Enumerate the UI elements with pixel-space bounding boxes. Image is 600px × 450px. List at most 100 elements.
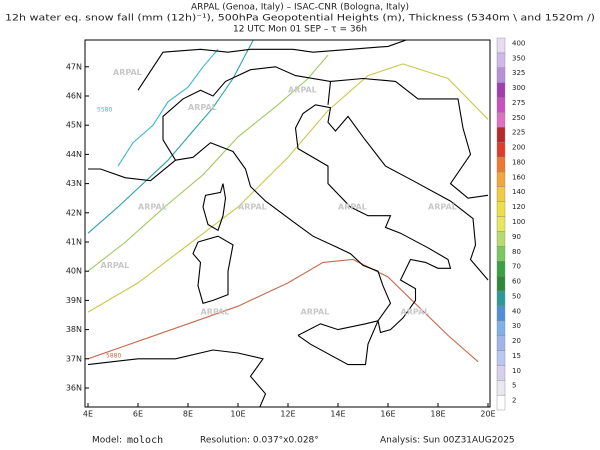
colorbar-label: 2 <box>512 397 516 405</box>
colorbar-label: 325 <box>512 69 525 77</box>
footer-text: Model: <box>92 436 122 446</box>
colorbar-label: 275 <box>512 99 525 107</box>
colorbar-swatch <box>496 141 506 158</box>
watermark: ARPAL <box>428 202 457 211</box>
lat-label: 42N <box>66 208 82 217</box>
lat-label: 39N <box>66 296 82 305</box>
contour-label: 5880 <box>106 353 121 360</box>
colorbar-label: 180 <box>512 158 525 166</box>
footer-model: moloch <box>127 435 163 446</box>
watermark: ARPAL <box>201 308 230 317</box>
watermark: ARPAL <box>338 202 367 211</box>
colorbar-label: 90 <box>512 233 521 241</box>
colorbar-swatch <box>496 394 506 411</box>
lon-label: 4E <box>83 410 93 419</box>
coastline <box>192 235 234 304</box>
lat-label: 44N <box>66 150 82 159</box>
lat-label: 43N <box>66 179 82 188</box>
colorbar-swatch <box>496 127 506 143</box>
watermark: ARPAL <box>188 103 217 112</box>
colorbar-swatch <box>496 261 506 277</box>
colorbar-label: 300 <box>512 84 525 92</box>
lon-label: 16E <box>380 410 395 419</box>
lon-label: 18E <box>430 410 445 419</box>
header-line: 12 UTC Mon 01 SEP – τ = 36h <box>233 25 367 35</box>
colorbar-label: 100 <box>512 218 525 226</box>
footer-text: Analysis: Sun 00Z31AUG2025 <box>380 436 515 446</box>
colorbar-swatch <box>496 156 506 173</box>
coastline <box>330 77 489 199</box>
footer-text: Resolution: 0.037°x0.028° <box>200 436 319 446</box>
colorbar-label: 140 <box>512 188 525 196</box>
lat-label: 46N <box>66 92 82 101</box>
colorbar-swatch <box>496 320 506 336</box>
colorbar-label: 40 <box>512 307 521 315</box>
colorbar-label: 20 <box>512 337 521 345</box>
colorbar-label: 200 <box>512 144 525 152</box>
colorbar-swatch <box>496 290 506 307</box>
colorbar-swatch <box>496 216 506 232</box>
colorbar-swatch <box>496 335 506 351</box>
colorbar-swatch <box>496 186 506 202</box>
colorbar-swatch <box>496 231 506 247</box>
coastline <box>137 40 408 91</box>
header-line: ARPAL (Genoa, Italy) – ISAC-CNR (Bologna… <box>191 3 409 13</box>
colorbar-swatch <box>496 171 506 187</box>
contour-line <box>117 48 219 167</box>
colorbar-swatch <box>496 97 506 113</box>
watermark: ARPAL <box>113 68 142 77</box>
colorbar-label: 80 <box>512 248 521 256</box>
colorbar-label: 350 <box>512 54 525 62</box>
colorbar-swatch <box>496 82 506 98</box>
watermark: ARPAL <box>401 308 430 317</box>
colorbar-swatch <box>496 380 506 396</box>
colorbar-label: 5 <box>512 382 516 390</box>
colorbar-label: 60 <box>512 278 521 286</box>
map-geometry: ARPAL ARPAL ARPAL ARPAL ARPAL ARPAL ARPAL ARPAL… <box>87 40 489 407</box>
colorbar-swatch <box>496 246 506 262</box>
colorbar-label: 400 <box>512 39 525 47</box>
lat-label: 47N <box>66 62 82 71</box>
colorbar-swatch <box>496 350 506 366</box>
lon-label: 14E <box>330 410 345 419</box>
contour-line <box>87 54 329 272</box>
coastline <box>202 183 227 232</box>
watermark: ARPAL <box>288 86 317 95</box>
colorbar-label: 250 <box>512 114 525 122</box>
colorbar-label: 30 <box>512 322 521 330</box>
map-frame <box>84 39 491 408</box>
watermark: ARPAL <box>138 202 167 211</box>
contour-label: 5580 <box>97 107 112 114</box>
lat-label: 38N <box>66 325 82 334</box>
colorbar-swatch <box>496 112 506 128</box>
lon-label: 10E <box>230 410 245 419</box>
lat-label: 41N <box>66 238 82 247</box>
colorbar-swatch <box>496 305 506 321</box>
contour-line <box>87 258 479 363</box>
lat-label: 45N <box>66 121 82 130</box>
coastline <box>87 349 267 407</box>
colorbar-label: 160 <box>512 173 525 181</box>
colorbar-swatch <box>496 37 506 54</box>
lon-label: 6E <box>133 410 143 419</box>
coastline <box>162 66 332 161</box>
lon-label: 20E <box>480 410 495 419</box>
lat-label: 37N <box>66 354 82 363</box>
contour-line <box>87 63 489 313</box>
lat-label: 40N <box>66 267 82 276</box>
coastline <box>88 104 489 334</box>
coastline <box>297 320 379 366</box>
lon-label: 12E <box>280 410 295 419</box>
colorbar-swatch <box>496 365 506 381</box>
contour-line <box>87 40 254 234</box>
colorbar-label: 10 <box>512 367 521 375</box>
colorbar-label: 50 <box>512 292 521 300</box>
colorbar-swatch <box>496 201 506 217</box>
header-line: 12h water eq. snow fall (mm (12h)⁻¹), 50… <box>5 14 595 24</box>
colorbar-swatch <box>496 275 506 292</box>
colorbar: 2 5 10 15 20 30 40 50 60 70 80 90 100 120 140 160 180 200… <box>496 37 525 411</box>
colorbar-label: 120 <box>512 203 525 211</box>
watermark: ARPAL <box>238 202 267 211</box>
watermark: ARPAL <box>101 261 130 270</box>
